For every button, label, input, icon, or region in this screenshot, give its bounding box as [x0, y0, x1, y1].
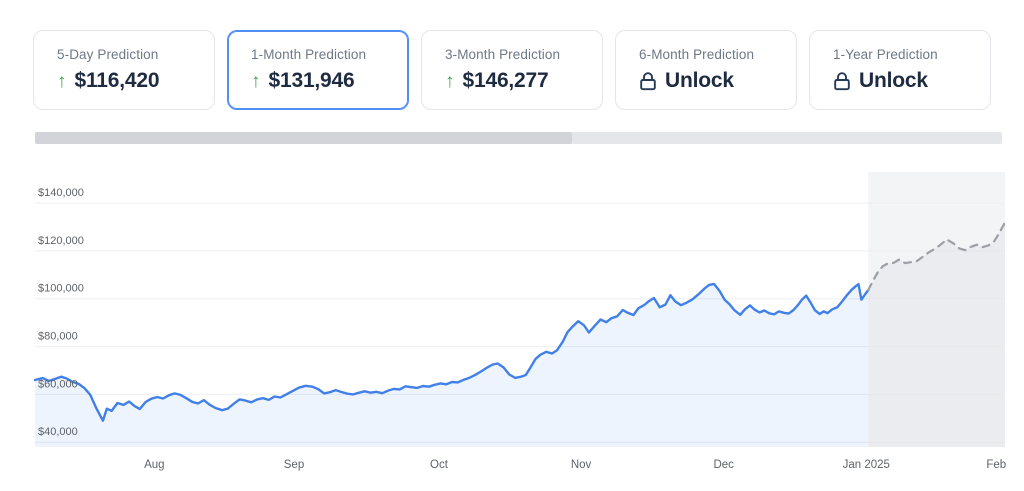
- card-value-row: ↑ $131,946: [251, 69, 408, 93]
- card-title: 6-Month Prediction: [639, 47, 755, 62]
- card-title: 1-Year Prediction: [833, 47, 938, 62]
- arrow-up-icon: ↑: [57, 70, 67, 92]
- chart-scrollbar-thumb[interactable]: [35, 132, 572, 144]
- y-axis-label: $140,000: [38, 187, 84, 199]
- lock-icon: [833, 71, 851, 91]
- card-value-row: ↑ $116,420: [57, 69, 214, 93]
- history-line: [33, 282, 870, 422]
- card-title: 3-Month Prediction: [445, 47, 561, 62]
- card-value: $131,946: [268, 69, 355, 92]
- y-axis-label: $120,000: [38, 235, 84, 247]
- forecast-region: [868, 172, 1005, 447]
- card-value: Unlock: [859, 69, 928, 92]
- x-axis-label: Aug: [144, 459, 164, 471]
- y-axis-label: $80,000: [38, 331, 78, 343]
- chart-scrollbar[interactable]: [35, 132, 1002, 144]
- prediction-card-3-month[interactable]: 3-Month Prediction ↑ $146,277: [421, 30, 603, 110]
- history-area: [35, 283, 869, 447]
- x-axis-label: Dec: [713, 459, 734, 471]
- card-title: 5-Day Prediction: [57, 47, 159, 62]
- forecast-area: [868, 222, 1005, 447]
- x-axis-label: Jan 2025: [843, 459, 890, 471]
- y-axis-label: $40,000: [38, 426, 78, 438]
- card-value: $116,420: [74, 69, 160, 92]
- y-axis-label: $60,000: [38, 378, 78, 390]
- card-value: $146,277: [462, 69, 549, 92]
- card-value: Unlock: [665, 69, 734, 92]
- prediction-card-5-day[interactable]: 5-Day Prediction ↑ $116,420: [33, 30, 215, 110]
- lock-icon: [639, 71, 657, 91]
- card-value-row: Unlock: [833, 69, 990, 93]
- prediction-card-6-month[interactable]: 6-Month Prediction Unlock: [615, 30, 797, 110]
- card-title: 1-Month Prediction: [251, 47, 367, 62]
- prediction-card-1-month[interactable]: 1-Month Prediction ↑ $131,946: [227, 30, 409, 110]
- x-axis-label: Nov: [571, 459, 592, 471]
- y-axis-label: $100,000: [38, 283, 84, 295]
- prediction-card-1-year[interactable]: 1-Year Prediction Unlock: [809, 30, 991, 110]
- prediction-cards: 5-Day Prediction ↑ $116,420 1-Month Pred…: [33, 30, 991, 110]
- x-axis-label: Feb: [986, 459, 1006, 471]
- card-value-row: ↑ $146,277: [445, 69, 602, 93]
- forecast-line: [867, 221, 1007, 292]
- arrow-up-icon: ↑: [445, 70, 455, 92]
- x-axis-label: Sep: [284, 459, 304, 471]
- arrow-up-icon: ↑: [251, 70, 261, 92]
- x-axis-label: Oct: [430, 459, 449, 471]
- card-value-row: Unlock: [639, 69, 796, 93]
